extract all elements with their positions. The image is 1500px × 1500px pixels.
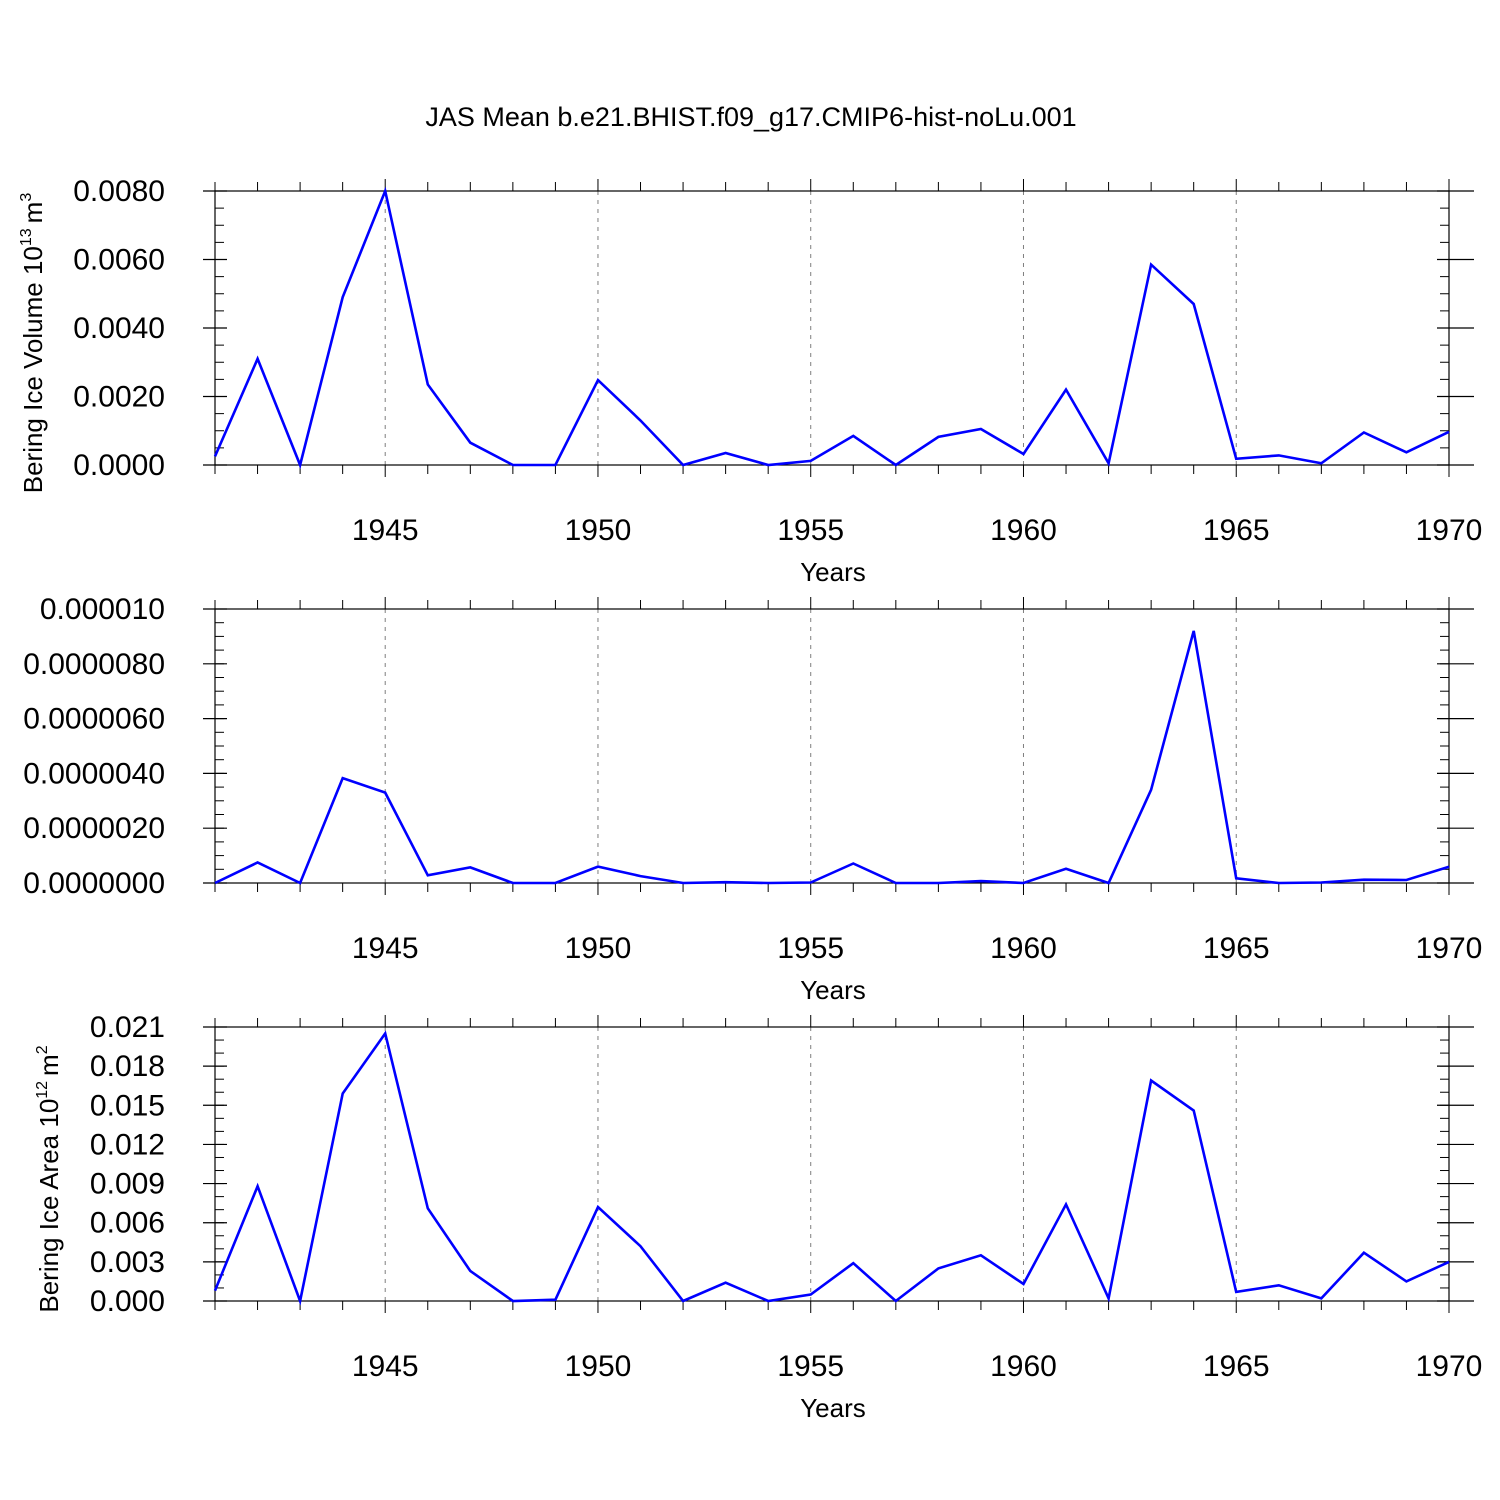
x-tick-label: 1965 <box>1203 514 1270 547</box>
plot-frame <box>214 1026 1450 1302</box>
y-axis-label-exponent: 12 <box>34 1081 51 1099</box>
x-tick-label: 1945 <box>352 1350 419 1383</box>
x-tick-label: 1960 <box>990 932 1057 965</box>
y-tick-label: 0.021 <box>90 1011 165 1044</box>
y-axis-label: Bering Ice Area 1012 m2 <box>34 1045 64 1312</box>
y-axis-label-text: Bering Ice Volume 10 <box>18 246 48 493</box>
plot-frame <box>214 608 1450 884</box>
plot-frame <box>214 190 1450 466</box>
x-tick-label: 1955 <box>777 932 844 965</box>
panels: 1945 1950 1955 1960 1965 1970 Years 0.0000 0.002… <box>18 175 1482 1423</box>
y-axis-label-exponent: 13 <box>18 228 35 246</box>
x-axis-label: Years <box>800 1393 866 1423</box>
chart-title: JAS Mean b.e21.BHIST.f09_g17.CMIP6-hist-… <box>425 102 1076 132</box>
series-line <box>213 1030 1450 1306</box>
x-tick-label: 1965 <box>1203 1350 1270 1383</box>
y-axis-label-unit: m <box>34 1054 64 1076</box>
x-axis-label: Years <box>800 975 866 1005</box>
x-axis-label: Years <box>800 557 866 587</box>
y-tick-label: 0.0080 <box>73 175 165 208</box>
x-tick-label: 1965 <box>1203 932 1270 965</box>
y-tick-label: 0.018 <box>90 1050 165 1083</box>
x-tick-label: 1970 <box>1416 932 1483 965</box>
x-tick-label: 1960 <box>990 1350 1057 1383</box>
y-tick-label: 0.000010 <box>40 593 165 626</box>
y-tick-label: 0.0000060 <box>23 703 165 736</box>
y-tick-label: 0.003 <box>90 1246 165 1279</box>
chart-panel-2: 1945 1950 1955 1960 1965 1970 Years 0.0000000 0.… <box>23 593 1482 1005</box>
y-axis-label-unit-exponent: 3 <box>18 193 35 202</box>
x-tick-label: 1960 <box>990 514 1057 547</box>
y-axis-label: Bering Ice Volume 1013 m3 <box>18 193 48 494</box>
x-tick-label: 1945 <box>352 514 419 547</box>
y-tick-label: 0.0000020 <box>23 812 165 845</box>
x-tick-label: 1970 <box>1416 1350 1483 1383</box>
y-tick-label: 0.0000000 <box>23 867 165 900</box>
x-tick-label: 1950 <box>565 1350 632 1383</box>
y-tick-label: 0.000 <box>90 1285 165 1318</box>
x-tick-label: 1955 <box>777 514 844 547</box>
y-tick-label: 0.006 <box>90 1207 165 1240</box>
x-tick-label: 1945 <box>352 932 419 965</box>
y-tick-label: 0.0020 <box>73 381 165 414</box>
y-tick-label: 0.012 <box>90 1128 165 1161</box>
y-axis-label-unit-exponent: 2 <box>34 1045 51 1054</box>
series-line <box>214 630 1450 885</box>
chart-panel-3: 1945 1950 1955 1960 1965 1970 Years 0.000 0.003 0… <box>34 1011 1482 1423</box>
y-axis-label-unit: m <box>18 202 48 224</box>
x-tick-label: 1955 <box>777 1350 844 1383</box>
y-axis-label-text: Bering Ice Area 10 <box>34 1099 64 1313</box>
y-tick-label: 0.0040 <box>73 312 165 345</box>
y-tick-label: 0.0000 <box>73 449 165 482</box>
y-tick-label: 0.0060 <box>73 244 165 277</box>
y-tick-label: 0.015 <box>90 1089 165 1122</box>
x-tick-label: 1970 <box>1416 514 1483 547</box>
y-tick-label: 0.0000080 <box>23 648 165 681</box>
y-tick-label: 0.009 <box>90 1168 165 1201</box>
series-line <box>213 186 1450 470</box>
y-tick-label: 0.0000040 <box>23 757 165 790</box>
x-tick-label: 1950 <box>565 932 632 965</box>
chart-panel-1: 1945 1950 1955 1960 1965 1970 Years 0.0000 0.002… <box>18 175 1482 587</box>
x-tick-label: 1950 <box>565 514 632 547</box>
